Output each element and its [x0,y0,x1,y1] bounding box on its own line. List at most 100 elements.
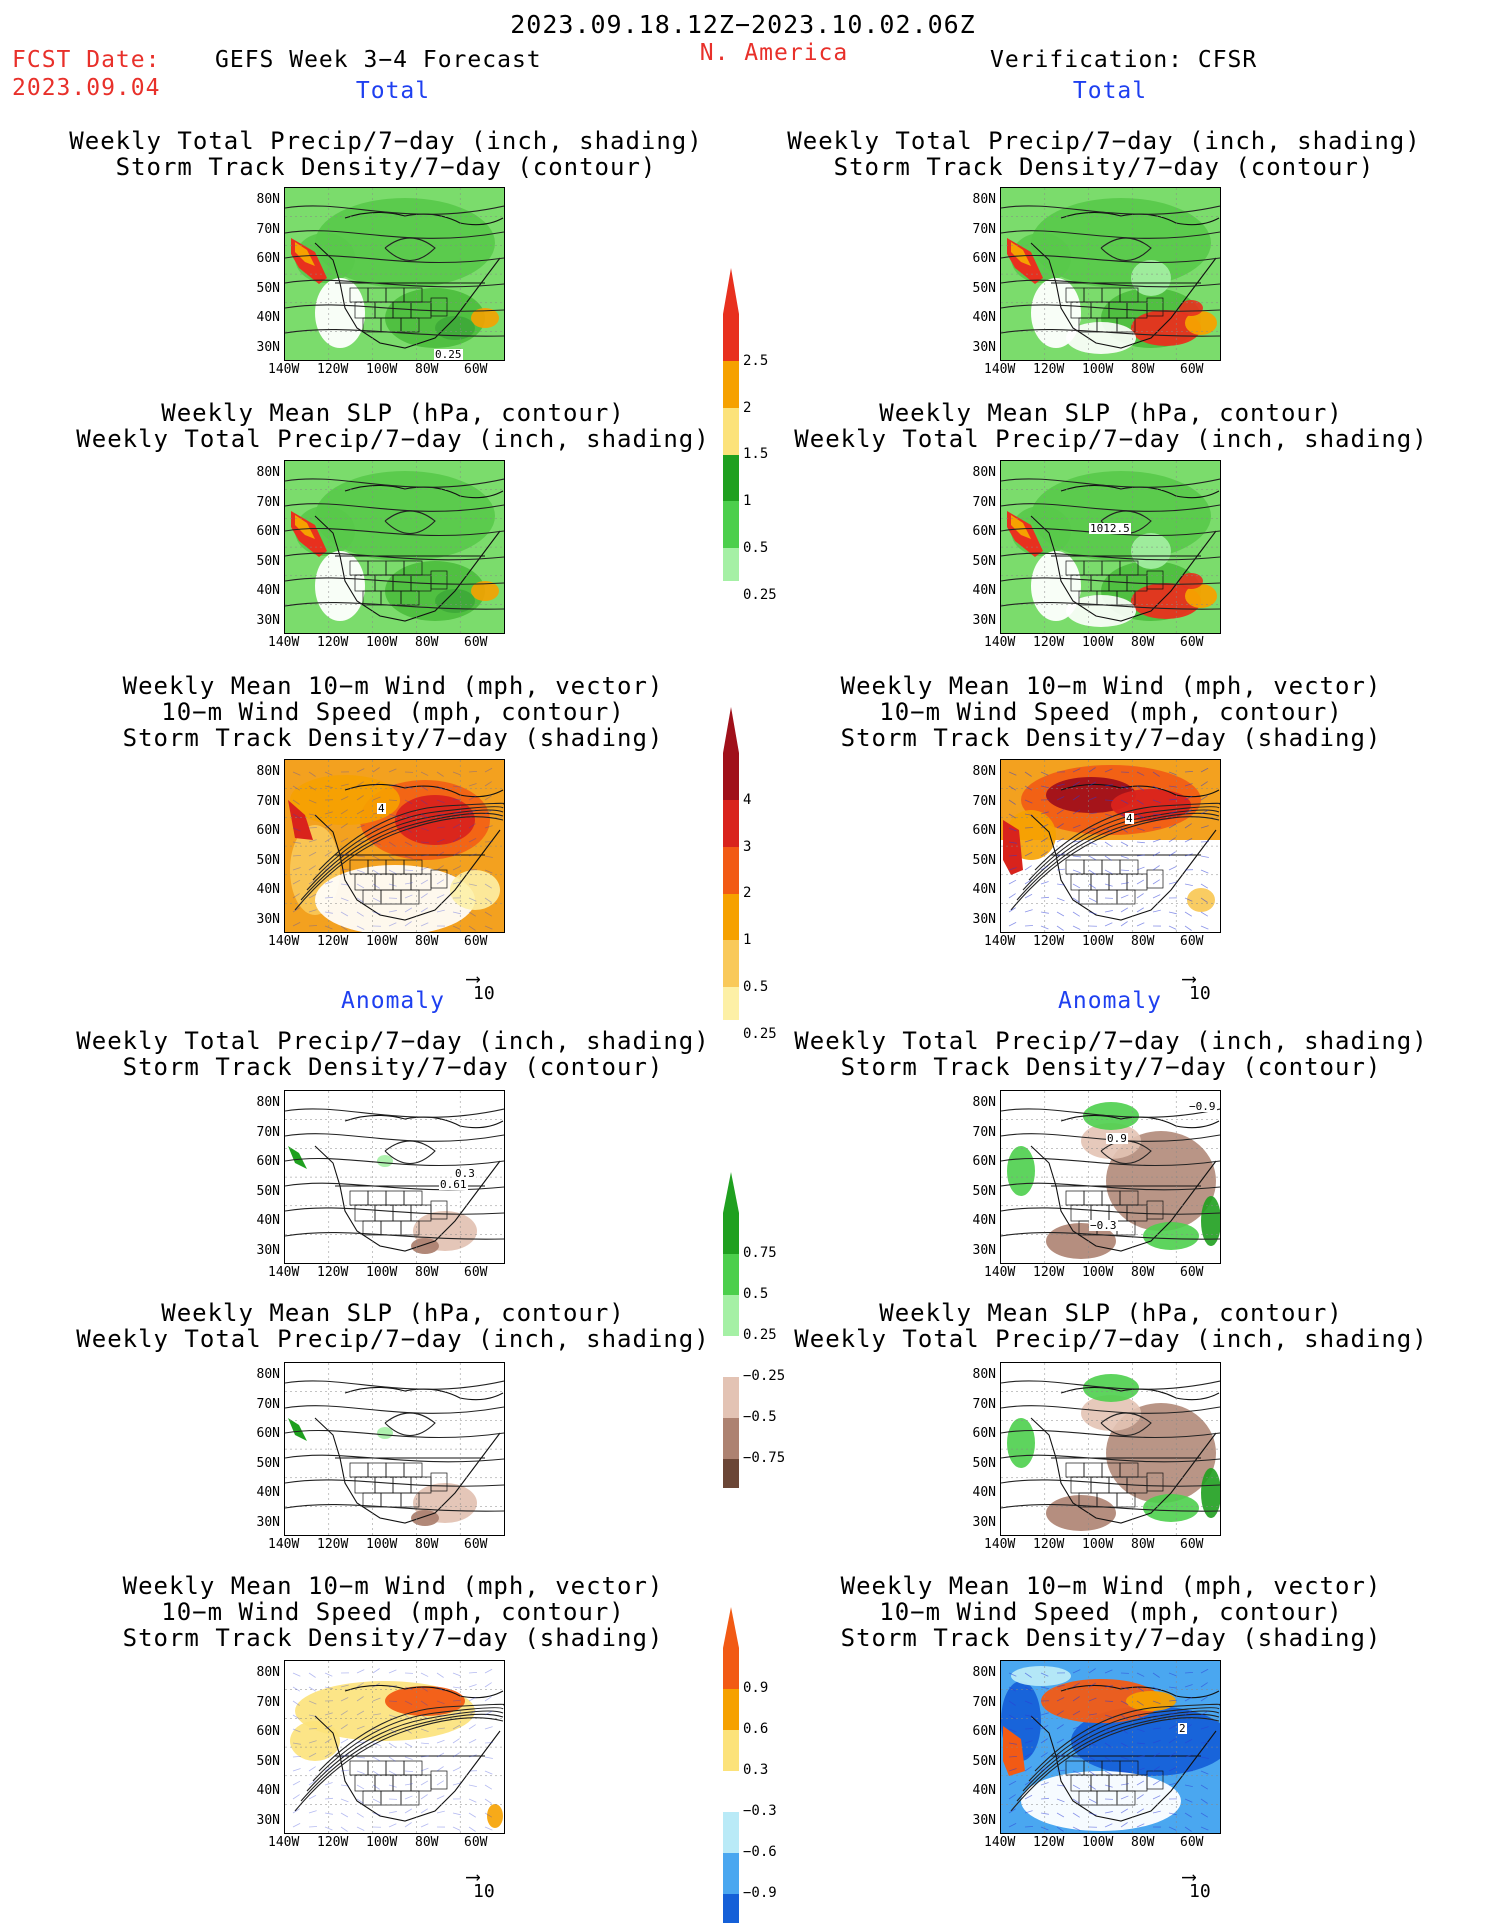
lat-tick-label: 60N [972,1724,996,1739]
title-line: Weekly Total Precip/7−day (inch, shading… [76,1325,710,1353]
colorbar-segment [723,1213,739,1254]
lon-tick-label: 60W [464,635,488,650]
lon-tick-label: 100W [366,362,398,377]
lat-tick-label: 50N [972,553,996,569]
lat-tick-label: 60N [256,1154,280,1169]
lon-tick-label: 140W [268,1265,300,1280]
title-block: Weekly Mean 10−m Wind (mph, vector) 10−m … [123,673,664,751]
lon-tick-label: 120W [1033,1537,1065,1552]
title-line: Weekly Total Precip/7−day (inch, shading… [69,127,703,155]
lon-tick-label: 60W [1180,934,1204,949]
lat-tick-label: 30N [256,612,280,628]
lon-tick-label: 60W [1180,635,1204,650]
lat-tick-label: 30N [256,1514,280,1530]
lat-tick-label: 70N [972,221,996,237]
lon-tick-label: 80W [415,1265,439,1280]
lon-tick-label: 140W [984,635,1016,650]
contour-label: 0.61 [439,1178,468,1191]
lon-tick-label: 120W [317,362,349,377]
lat-tick-label: 60N [256,1426,280,1441]
lon-tick-label: 80W [1131,1265,1155,1280]
title-block: Weekly Total Precip/7−day (inch, shading… [69,128,702,180]
colorbar-label: 3 [743,838,752,855]
colorbar-cap [723,268,739,314]
lon-tick-label: 120W [1033,635,1065,650]
lat-tick-label: 60N [972,524,996,539]
map-panel [1000,759,1221,933]
lon-tick-label: 100W [366,1537,398,1552]
lat-tick-label: 30N [972,612,996,628]
colorbar-label: 4 [743,791,752,808]
map-panel [1000,460,1221,634]
title-line: Storm Track Density/7−day (shading) [840,1624,1382,1652]
lon-tick-label: 60W [1180,362,1204,377]
title-line: Storm Track Density/7−day (contour) [833,153,1375,181]
region-label: N. America [699,40,849,66]
lat-tick-label: 40N [256,583,280,598]
title-line: Weekly Mean 10−m Wind (mph, vector) [840,1572,1382,1600]
lat-tick-label: 40N [256,1213,280,1228]
colorbar-label: 0.25 [743,587,777,603]
colorbar-segment [723,1853,739,1894]
lat-tick-label: 40N [972,882,996,897]
lon-tick-label: 100W [366,1265,398,1280]
lat-tick-label: 80N [972,192,996,207]
lon-tick-label: 80W [415,1835,439,1850]
title-line: Storm Track Density/7−day (contour) [122,1053,664,1081]
colorbar-segment [723,407,739,455]
colorbar-segment [723,799,739,847]
title-line: 10−m Wind Speed (mph, contour) [161,1598,625,1626]
colorbar-segment [723,1689,739,1730]
map-panel [284,759,505,933]
lon-tick-label: 140W [268,1835,300,1850]
title-line: Weekly Total Precip/7−day (inch, shading… [76,425,710,453]
lat-tick-label: 50N [256,852,280,868]
colorbar-precip-total [723,268,739,582]
lon-tick-label: 60W [1180,1265,1204,1280]
title-line: 10−m Wind Speed (mph, contour) [879,698,1343,726]
lon-tick-label: 100W [1082,1835,1114,1850]
map-panel [284,1362,505,1536]
lat-tick-label: 30N [972,1242,996,1258]
colorbar-segment [723,846,739,894]
lat-tick-label: 80N [256,1665,280,1680]
colorbar-segment [723,893,739,941]
lon-tick-label: 140W [984,1835,1016,1850]
lat-tick-label: 60N [256,823,280,838]
lon-tick-label: 100W [1082,934,1114,949]
lon-tick-label: 80W [415,934,439,949]
lon-tick-label: 120W [317,1537,349,1552]
vector-reference-value: 10 [473,1881,495,1902]
lat-tick-label: 70N [972,1694,996,1710]
title-block: Weekly Mean SLP (hPa, contour) Weekly Tot… [794,400,1427,452]
colorbar-segment [723,501,739,549]
lat-tick-label: 40N [256,1783,280,1798]
lat-tick-label: 70N [972,494,996,510]
title-line: Weekly Mean 10−m Wind (mph, vector) [840,672,1382,700]
section-anomaly-right: Anomaly [1058,988,1162,1014]
lat-tick-label: 50N [972,1753,996,1769]
colorbar-label: 2 [743,885,752,902]
lat-tick-label: 60N [972,823,996,838]
colorbar-label: 0.5 [743,1286,769,1302]
map-panel [1000,1362,1221,1536]
colorbar-label: 1 [743,932,752,949]
lat-tick-label: 70N [256,221,280,237]
contour-label: 2 [1178,1722,1187,1735]
map-panel [1000,1660,1221,1834]
title-line: Weekly Mean 10−m Wind (mph, vector) [122,1572,664,1600]
section-total-left: Total [355,78,431,104]
lat-tick-label: 80N [972,1095,996,1110]
lat-tick-label: 50N [256,280,280,296]
colorbar-label: 1.5 [743,446,769,463]
contour-label: 1012.5 [1089,522,1131,535]
lat-tick-label: 30N [972,339,996,355]
lon-tick-label: 100W [366,934,398,949]
lon-tick-label: 140W [984,934,1016,949]
colorbar-label: 2 [743,399,752,416]
lon-tick-label: 120W [317,934,349,949]
lon-tick-label: 120W [317,1835,349,1850]
title-block: Weekly Total Precip/7−day (inch, shading… [794,1028,1427,1080]
lat-tick-label: 80N [256,192,280,207]
lat-tick-label: 80N [256,1095,280,1110]
